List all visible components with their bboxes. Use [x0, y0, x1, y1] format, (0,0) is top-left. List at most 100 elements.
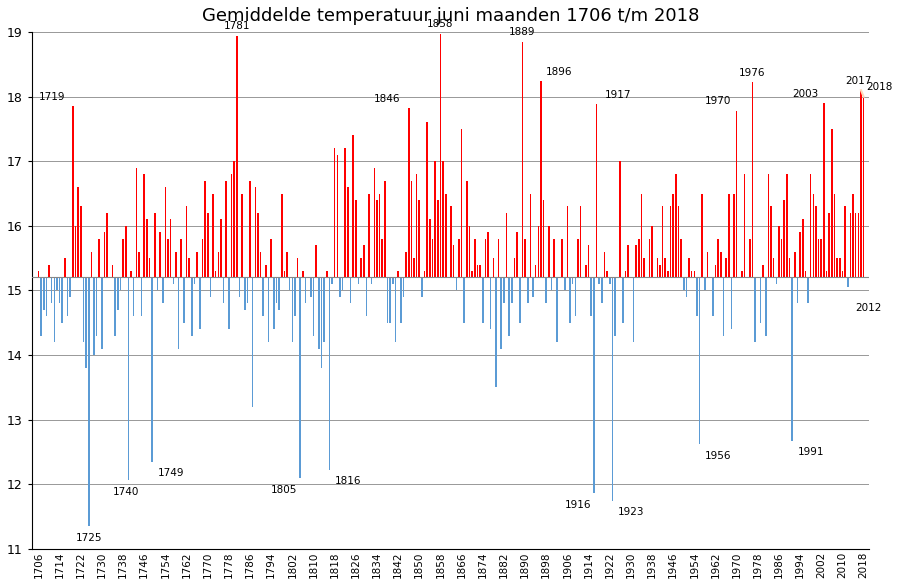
Bar	[139, 252, 140, 277]
Bar	[402, 277, 404, 297]
Bar	[416, 174, 418, 277]
Bar	[268, 277, 269, 342]
Bar	[644, 258, 645, 277]
Bar	[698, 277, 700, 444]
Bar	[146, 219, 148, 277]
Bar	[482, 277, 483, 323]
Bar	[543, 200, 544, 277]
Bar	[300, 277, 302, 479]
Bar	[374, 168, 375, 277]
Bar	[236, 36, 238, 277]
Bar	[844, 207, 846, 277]
Text: 1805: 1805	[271, 485, 298, 495]
Bar	[672, 194, 674, 277]
Bar	[477, 264, 478, 277]
Bar	[117, 277, 119, 310]
Bar	[781, 239, 782, 277]
Bar	[80, 207, 82, 277]
Bar	[91, 252, 92, 277]
Bar	[788, 258, 790, 277]
Bar	[855, 213, 857, 277]
Bar	[612, 277, 613, 501]
Bar	[831, 129, 832, 277]
Bar	[860, 90, 861, 277]
Bar	[98, 239, 100, 277]
Bar	[540, 81, 542, 277]
Bar	[852, 194, 854, 277]
Bar	[791, 277, 793, 441]
Bar	[437, 200, 438, 277]
Bar	[659, 264, 661, 277]
Bar	[67, 277, 68, 316]
Text: 1749: 1749	[158, 468, 184, 478]
Text: 1956: 1956	[705, 450, 732, 460]
Bar	[130, 271, 131, 277]
Bar	[255, 187, 256, 277]
Bar	[770, 207, 772, 277]
Bar	[537, 226, 539, 277]
Bar	[469, 226, 471, 277]
Bar	[427, 122, 428, 277]
Bar	[627, 245, 629, 277]
Text: 1991: 1991	[797, 448, 824, 457]
Bar	[736, 111, 737, 277]
Bar	[464, 277, 465, 323]
Bar	[622, 277, 624, 323]
Bar	[418, 200, 420, 277]
Bar	[165, 187, 166, 277]
Bar	[43, 277, 44, 310]
Bar	[170, 219, 172, 277]
Bar	[503, 277, 505, 304]
Bar	[95, 277, 97, 336]
Bar	[680, 239, 682, 277]
Bar	[760, 277, 761, 323]
Bar	[717, 239, 719, 277]
Bar	[270, 239, 272, 277]
Bar	[810, 174, 812, 277]
Bar	[484, 239, 486, 277]
Bar	[455, 277, 457, 290]
Bar	[315, 245, 317, 277]
Bar	[77, 187, 79, 277]
Bar	[157, 277, 158, 290]
Bar	[112, 264, 113, 277]
Bar	[821, 239, 822, 277]
Bar	[435, 161, 436, 277]
Bar	[564, 277, 565, 290]
Bar	[191, 277, 193, 336]
Bar	[498, 239, 500, 277]
Bar	[204, 181, 206, 277]
Text: 1740: 1740	[112, 487, 139, 497]
Bar	[805, 271, 806, 277]
Bar	[247, 277, 248, 304]
Bar	[749, 239, 751, 277]
Bar	[136, 168, 137, 277]
Bar	[101, 277, 103, 349]
Bar	[318, 277, 320, 349]
Bar	[813, 194, 814, 277]
Bar	[405, 252, 407, 277]
Bar	[38, 271, 40, 277]
Bar	[842, 271, 843, 277]
Bar	[580, 207, 581, 277]
Bar	[577, 239, 579, 277]
Bar	[445, 194, 446, 277]
Bar	[238, 277, 240, 297]
Bar	[143, 174, 145, 277]
Text: 1923: 1923	[617, 507, 644, 518]
Bar	[569, 277, 571, 323]
Bar	[257, 213, 259, 277]
Bar	[64, 258, 66, 277]
Bar	[815, 207, 817, 277]
Bar	[281, 194, 283, 277]
Bar	[339, 277, 341, 297]
Text: 1781: 1781	[223, 22, 250, 32]
Bar	[458, 239, 460, 277]
Bar	[382, 239, 383, 277]
Bar	[215, 271, 216, 277]
Bar	[572, 277, 573, 284]
Bar	[786, 174, 788, 277]
Bar	[847, 277, 849, 287]
Bar	[40, 277, 42, 336]
Bar	[662, 207, 663, 277]
